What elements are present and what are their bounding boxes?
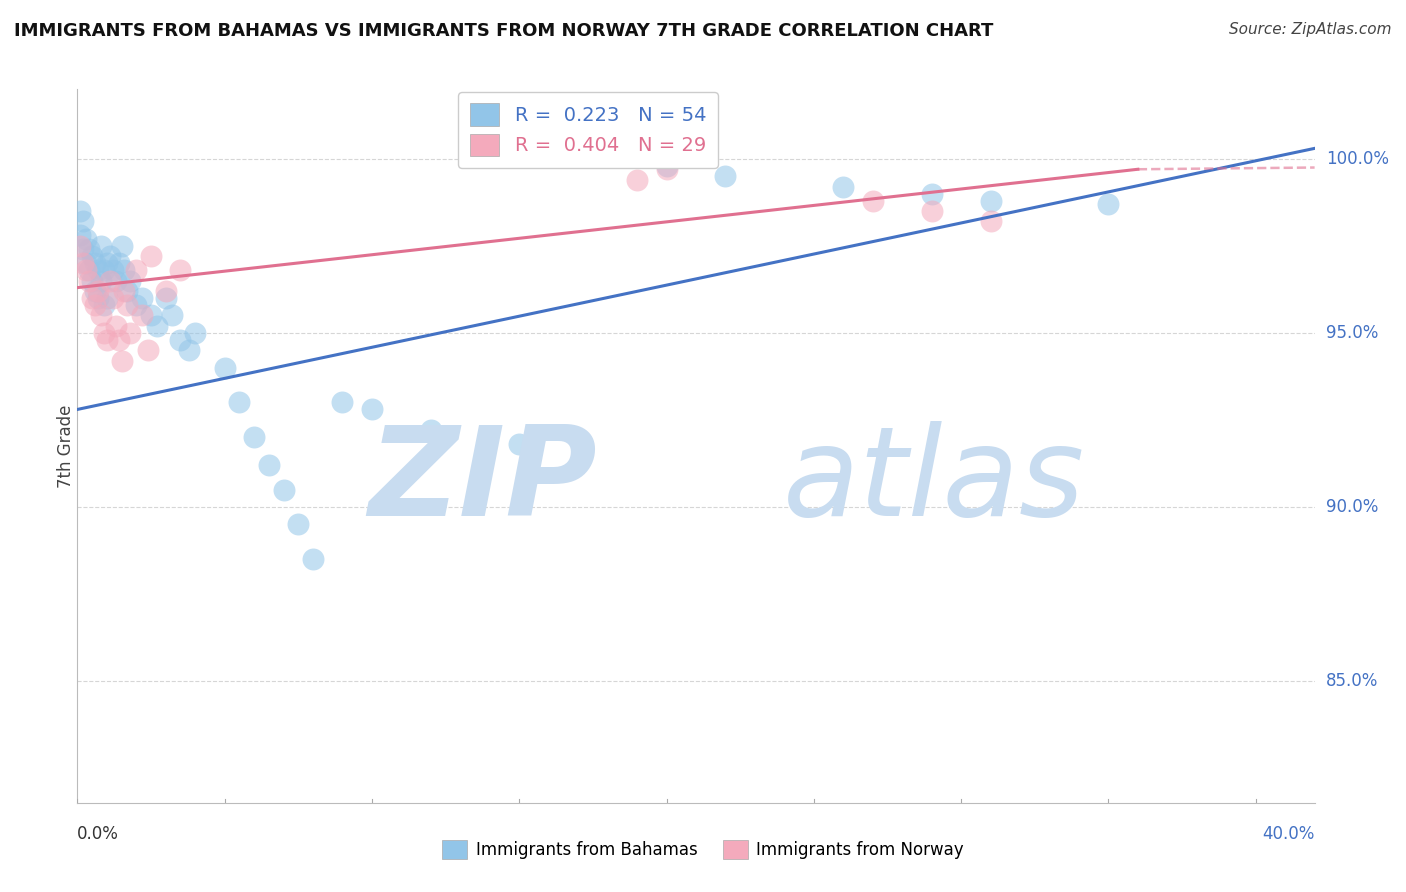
- Point: [87, 291, 110, 305]
- Point: [117, 298, 139, 312]
- Point: [125, 298, 148, 312]
- Point: [361, 402, 384, 417]
- Point: [332, 395, 354, 409]
- Point: [77, 263, 100, 277]
- Point: [921, 204, 943, 219]
- Point: [146, 318, 169, 333]
- Point: [93, 263, 115, 277]
- Point: [257, 458, 280, 472]
- Point: [626, 172, 648, 186]
- Point: [96, 256, 118, 270]
- Point: [655, 159, 678, 173]
- Point: [169, 263, 191, 277]
- Point: [101, 291, 124, 305]
- Text: 0.0%: 0.0%: [77, 825, 120, 843]
- Point: [139, 249, 162, 263]
- Point: [160, 309, 183, 323]
- Point: [136, 343, 159, 358]
- Point: [125, 263, 148, 277]
- Point: [131, 291, 153, 305]
- Point: [120, 326, 142, 340]
- Point: [90, 239, 112, 253]
- Point: [69, 204, 91, 219]
- Point: [96, 291, 118, 305]
- Point: [155, 291, 177, 305]
- Point: [98, 274, 121, 288]
- Point: [1097, 197, 1119, 211]
- Point: [87, 263, 110, 277]
- Point: [714, 169, 737, 184]
- Point: [131, 309, 153, 323]
- Point: [90, 309, 112, 323]
- Point: [302, 552, 325, 566]
- Point: [84, 298, 107, 312]
- Text: 100.0%: 100.0%: [1326, 150, 1389, 168]
- Point: [72, 243, 94, 257]
- Text: 85.0%: 85.0%: [1326, 672, 1378, 690]
- Point: [101, 263, 124, 277]
- Point: [104, 318, 127, 333]
- Point: [921, 186, 943, 201]
- Point: [90, 274, 112, 288]
- Point: [84, 284, 107, 298]
- Point: [228, 395, 250, 409]
- Point: [80, 291, 103, 305]
- Point: [214, 360, 236, 375]
- Point: [80, 274, 103, 288]
- Point: [104, 274, 127, 288]
- Point: [84, 256, 107, 270]
- Point: [110, 353, 132, 368]
- Point: [114, 284, 136, 298]
- Point: [508, 437, 530, 451]
- Point: [120, 274, 142, 288]
- Text: Source: ZipAtlas.com: Source: ZipAtlas.com: [1229, 22, 1392, 37]
- Legend: R =  0.223   N = 54, R =  0.404   N = 29: R = 0.223 N = 54, R = 0.404 N = 29: [458, 92, 718, 168]
- Point: [980, 194, 1002, 208]
- Point: [110, 239, 132, 253]
- Point: [287, 517, 309, 532]
- Point: [87, 284, 110, 298]
- Point: [75, 232, 97, 246]
- Point: [169, 333, 191, 347]
- Point: [114, 263, 136, 277]
- Point: [117, 284, 139, 298]
- Point: [96, 333, 118, 347]
- Point: [184, 326, 207, 340]
- Point: [75, 263, 97, 277]
- Point: [98, 249, 121, 263]
- Point: [107, 256, 129, 270]
- Text: 95.0%: 95.0%: [1326, 324, 1378, 342]
- Point: [80, 249, 103, 263]
- Legend: Immigrants from Bahamas, Immigrants from Norway: Immigrants from Bahamas, Immigrants from…: [436, 833, 970, 866]
- Text: IMMIGRANTS FROM BAHAMAS VS IMMIGRANTS FROM NORWAY 7TH GRADE CORRELATION CHART: IMMIGRANTS FROM BAHAMAS VS IMMIGRANTS FR…: [14, 22, 994, 40]
- Point: [75, 256, 97, 270]
- Point: [179, 343, 201, 358]
- Point: [155, 284, 177, 298]
- Point: [655, 162, 678, 177]
- Point: [862, 194, 884, 208]
- Point: [980, 214, 1002, 228]
- Text: 90.0%: 90.0%: [1326, 498, 1378, 516]
- Point: [107, 333, 129, 347]
- Text: ZIP: ZIP: [368, 421, 598, 542]
- Point: [93, 298, 115, 312]
- Point: [72, 214, 94, 228]
- Point: [77, 243, 100, 257]
- Point: [139, 309, 162, 323]
- Point: [93, 326, 115, 340]
- Point: [69, 239, 91, 253]
- Y-axis label: 7th Grade: 7th Grade: [58, 404, 75, 488]
- Point: [69, 228, 91, 243]
- Point: [273, 483, 295, 497]
- Point: [72, 256, 94, 270]
- Text: atlas: atlas: [783, 421, 1084, 542]
- Point: [419, 423, 441, 437]
- Point: [77, 274, 100, 288]
- Point: [243, 430, 266, 444]
- Text: 40.0%: 40.0%: [1263, 825, 1315, 843]
- Point: [832, 179, 855, 194]
